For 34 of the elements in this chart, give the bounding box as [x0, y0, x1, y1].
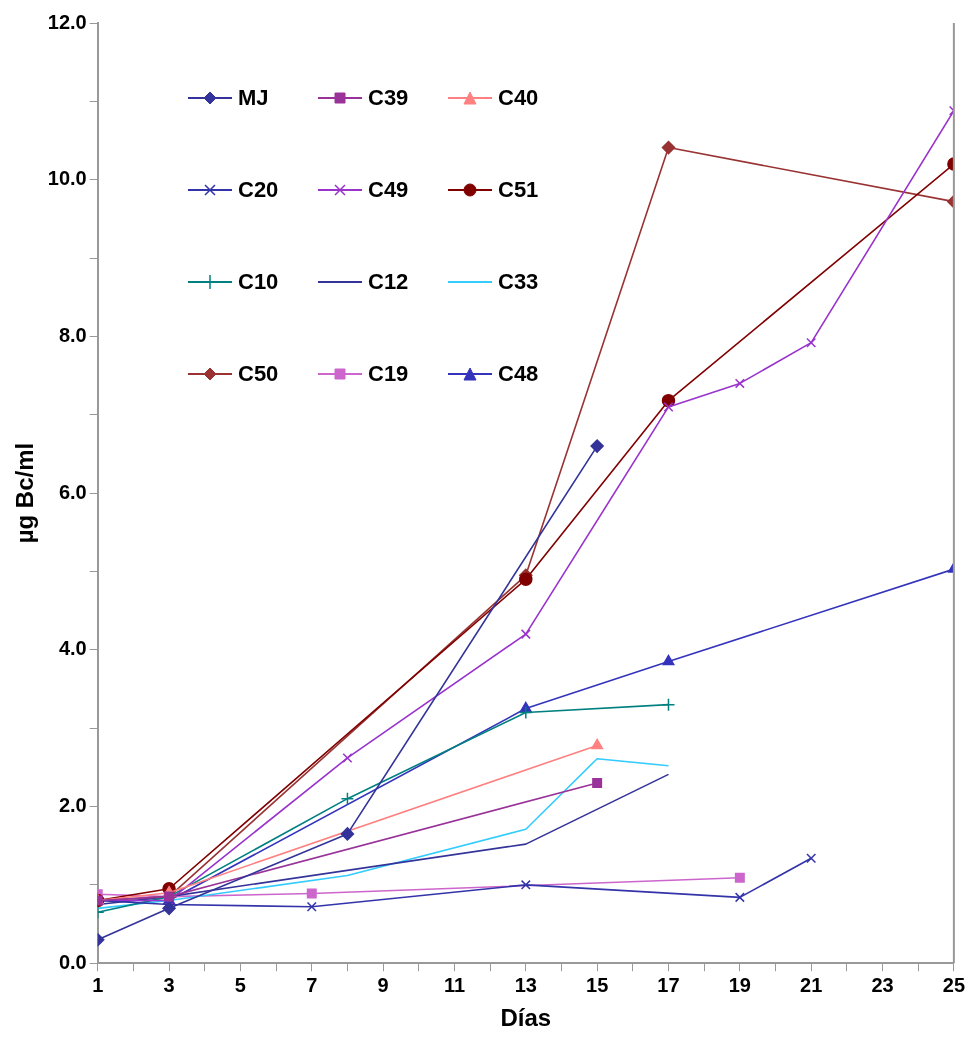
y-tick-label: 6.0	[58, 480, 87, 503]
legend-label: C19	[368, 361, 409, 387]
legend-label: C20	[238, 177, 279, 203]
y-tick-label: 10.0	[47, 167, 87, 190]
legend-label: C49	[368, 177, 409, 203]
legend-label: C51	[498, 177, 539, 203]
x-tick-label: 5	[234, 973, 246, 996]
legend-label: C50	[238, 361, 279, 387]
y-tick-label: 8.0	[58, 323, 87, 346]
legend-label: C48	[498, 361, 539, 387]
y-tick-label: 2.0	[58, 794, 87, 817]
x-tick-label: 25	[942, 973, 965, 996]
x-axis-title: Días	[500, 1004, 552, 1032]
legend-label: C33	[498, 269, 539, 295]
y-axis-title: µg Bc/ml	[11, 442, 39, 544]
legend-label: C40	[498, 85, 539, 111]
y-tick-label: 12.0	[47, 10, 87, 33]
x-tick-label: 17	[657, 973, 680, 996]
x-tick-label: 15	[586, 973, 609, 996]
legend-label: MJ	[238, 85, 269, 111]
x-tick-label: 1	[92, 973, 104, 996]
y-tick-label: 4.0	[58, 637, 87, 660]
x-tick-label: 21	[800, 973, 823, 996]
legend-label: C12	[368, 269, 409, 295]
x-tick-label: 13	[514, 973, 537, 996]
x-tick-label: 3	[163, 973, 175, 996]
x-tick-label: 19	[728, 973, 751, 996]
legend-label: C10	[238, 269, 279, 295]
x-tick-label: 11	[443, 973, 466, 996]
x-tick-label: 9	[377, 973, 389, 996]
x-tick-label: 7	[306, 973, 318, 996]
legend-label: C39	[368, 85, 409, 111]
x-tick-label: 23	[871, 973, 894, 996]
y-tick-label: 0.0	[58, 950, 87, 973]
